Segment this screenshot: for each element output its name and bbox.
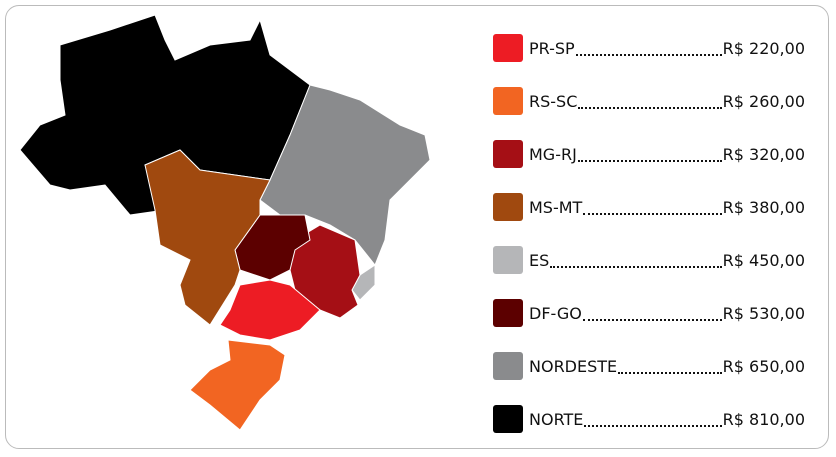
legend-swatch — [493, 405, 523, 433]
legend-swatch — [493, 246, 523, 274]
legend-item: NORTE R$ 810,00 — [493, 404, 805, 434]
frame — [5, 5, 829, 449]
brazil-map — [19, 14, 431, 431]
region-name: MG-RJ — [529, 144, 577, 164]
price: R$ 650,00 — [722, 356, 805, 376]
price: R$ 220,00 — [722, 38, 805, 58]
region-mg-rj — [289, 224, 361, 319]
price: R$ 260,00 — [722, 91, 805, 111]
legend-swatch — [493, 140, 523, 168]
legend-item: MS-MT R$ 380,00 — [493, 192, 805, 222]
legend-item: MG-RJ R$ 320,00 — [493, 139, 805, 169]
legend-swatch — [493, 299, 523, 327]
leader-dots — [578, 93, 722, 109]
legend-item: RS-SC R$ 260,00 — [493, 86, 805, 116]
legend-item: ES R$ 450,00 — [493, 245, 805, 275]
legend-item: NORDESTE R$ 650,00 — [493, 351, 805, 381]
legend: PR-SP R$ 220,00 RS-SC R$ 260,00 MG-RJ R$ 320,… — [493, 33, 805, 457]
region-rs-sc — [189, 339, 286, 431]
leader-dots — [583, 199, 722, 215]
region-pr-sp — [219, 279, 321, 341]
legend-swatch — [493, 352, 523, 380]
region-name: ES — [529, 250, 550, 270]
region-name: NORTE — [529, 409, 584, 429]
price: R$ 380,00 — [722, 197, 805, 217]
legend-swatch — [493, 193, 523, 221]
region-name: RS-SC — [529, 91, 578, 111]
leader-dots — [577, 146, 722, 162]
region-name: PR-SP — [529, 38, 575, 58]
region-name: NORDESTE — [529, 356, 618, 376]
leader-dots — [550, 252, 722, 268]
price: R$ 530,00 — [722, 303, 805, 323]
price: R$ 320,00 — [722, 144, 805, 164]
region-name: DF-GO — [529, 303, 582, 323]
legend-swatch — [493, 87, 523, 115]
legend-item: DF-GO R$ 530,00 — [493, 298, 805, 328]
leader-dots — [582, 305, 722, 321]
leader-dots — [584, 411, 722, 427]
price: R$ 450,00 — [722, 250, 805, 270]
legend-swatch — [493, 34, 523, 62]
legend-item: PR-SP R$ 220,00 — [493, 33, 805, 63]
leader-dots — [618, 358, 722, 374]
leader-dots — [575, 40, 722, 56]
price: R$ 810,00 — [722, 409, 805, 429]
region-name: MS-MT — [529, 197, 583, 217]
region-ms-mt — [144, 149, 271, 326]
